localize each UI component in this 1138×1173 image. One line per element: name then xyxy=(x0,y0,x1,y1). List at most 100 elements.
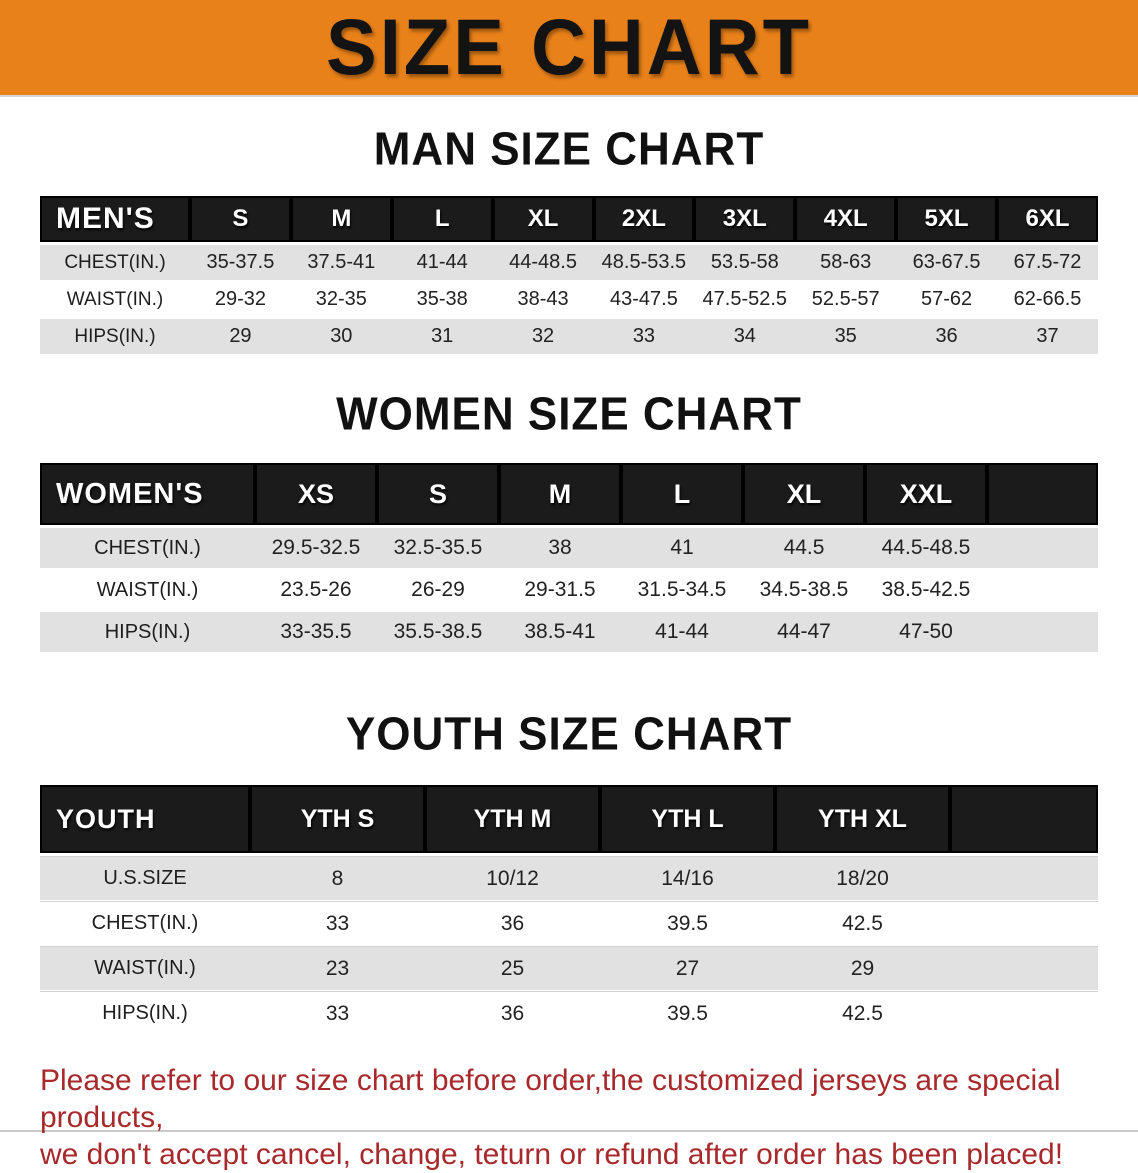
measurement-value: 29-32 xyxy=(190,282,291,319)
measurement-value: 41-44 xyxy=(391,245,493,282)
men-size-column-header: 2XL xyxy=(593,196,695,245)
women-size-column-header: XXL xyxy=(865,463,987,528)
measurement-value: 29.5-32.5 xyxy=(255,528,377,570)
filler-cell xyxy=(987,570,1098,612)
measurement-value: 38.5-42.5 xyxy=(865,570,987,612)
men-size-column-header: 6XL xyxy=(997,196,1098,245)
filler-cell xyxy=(950,856,1098,901)
youth-size-table: YOUTH YTH S YTH M YTH L YTH XL U.S.SIZE 8 10/12… xyxy=(40,785,1098,1036)
men-size-column-header: M xyxy=(290,196,392,245)
measurement-value: 23.5-26 xyxy=(255,570,377,612)
row-label: U.S.SIZE xyxy=(40,856,250,901)
measurement-value: 36 xyxy=(896,319,997,356)
filler-cell xyxy=(950,901,1098,946)
measurement-value: 39.5 xyxy=(600,991,775,1036)
row-label: HIPS(IN.) xyxy=(40,991,250,1036)
row-label: WAIST(IN.) xyxy=(40,282,190,319)
measurement-value: 29 xyxy=(190,319,291,356)
measurement-value: 35.5-38.5 xyxy=(377,612,499,654)
section-women: WOMEN SIZE CHART WOMEN'S XS S M L XL XXL CHEST(… xyxy=(0,390,1138,654)
youth-size-column-header: YTH S xyxy=(250,785,425,856)
youth-size-column-header: YTH XL xyxy=(775,785,950,856)
measurement-value: 39.5 xyxy=(600,901,775,946)
women-size-column-header: M xyxy=(499,463,621,528)
measurement-value: 52.5-57 xyxy=(795,282,897,319)
measurement-value: 34 xyxy=(694,319,796,356)
measurement-value: 33 xyxy=(250,901,425,946)
youth-measurement-row: HIPS(IN.) 33 36 39.5 42.5 xyxy=(40,991,1098,1036)
filler-cell xyxy=(950,991,1098,1036)
women-measurement-row: WAIST(IN.) 23.5-26 26-29 29-31.5 31.5-34.5 34… xyxy=(40,570,1098,612)
measurement-value: 31 xyxy=(391,319,493,356)
men-corner-label: MEN'S xyxy=(40,196,190,245)
banner: SIZE CHART xyxy=(0,0,1138,97)
row-label: WAIST(IN.) xyxy=(40,946,250,991)
filler-cell xyxy=(950,946,1098,991)
women-measurement-row: CHEST(IN.) 29.5-32.5 32.5-35.5 38 41 44.5 44.5… xyxy=(40,528,1098,570)
measurement-value: 10/12 xyxy=(425,856,600,901)
men-size-column-header: L xyxy=(391,196,493,245)
measurement-value: 57-62 xyxy=(896,282,997,319)
measurement-value: 33-35.5 xyxy=(255,612,377,654)
measurement-value: 33 xyxy=(250,991,425,1036)
measurement-value: 41 xyxy=(621,528,743,570)
measurement-value: 32.5-35.5 xyxy=(377,528,499,570)
men-size-column-header: XL xyxy=(492,196,594,245)
measurement-value: 38.5-41 xyxy=(499,612,621,654)
youth-corner-label: YOUTH xyxy=(40,785,250,856)
youth-header-row: YOUTH YTH S YTH M YTH L YTH XL xyxy=(40,785,1098,856)
disclaimer-line-1: Please refer to our size chart before or… xyxy=(40,1064,1061,1134)
measurement-value: 44-47 xyxy=(743,612,865,654)
measurement-value: 58-63 xyxy=(795,245,897,282)
youth-section-heading: YOUTH SIZE CHART xyxy=(345,708,793,761)
measurement-value: 37 xyxy=(997,319,1098,356)
measurement-value: 42.5 xyxy=(775,901,950,946)
men-measurement-row: WAIST(IN.) 29-32 32-35 35-38 38-43 43-47.5 47.… xyxy=(40,282,1098,319)
youth-measurement-row: U.S.SIZE 8 10/12 14/16 18/20 xyxy=(40,856,1098,901)
measurement-value: 29-31.5 xyxy=(499,570,621,612)
section-men: MAN SIZE CHART MEN'S S M L XL 2XL 3XL 4XL 5XL 6XL… xyxy=(0,123,1138,356)
women-size-column-header: XL xyxy=(743,463,865,528)
measurement-value: 43-47.5 xyxy=(593,282,695,319)
measurement-value: 27 xyxy=(600,946,775,991)
women-measurement-row: HIPS(IN.) 33-35.5 35.5-38.5 38.5-41 41-44 44-… xyxy=(40,612,1098,654)
row-label: HIPS(IN.) xyxy=(40,319,190,356)
measurement-value: 53.5-58 xyxy=(694,245,796,282)
measurement-value: 36 xyxy=(425,991,600,1036)
measurement-value: 35 xyxy=(795,319,897,356)
women-size-column-header: XS xyxy=(255,463,377,528)
measurement-value: 34.5-38.5 xyxy=(743,570,865,612)
men-measurement-row: HIPS(IN.) 29 30 31 32 33 34 35 36 37 xyxy=(40,319,1098,356)
measurement-value: 30 xyxy=(290,319,392,356)
measurement-value: 23 xyxy=(250,946,425,991)
filler-cell xyxy=(987,463,1098,528)
row-label: CHEST(IN.) xyxy=(40,245,190,282)
measurement-value: 38-43 xyxy=(492,282,594,319)
row-label: WAIST(IN.) xyxy=(40,570,255,612)
women-corner-label: WOMEN'S xyxy=(40,463,255,528)
row-label: CHEST(IN.) xyxy=(40,528,255,570)
youth-size-column-header: YTH L xyxy=(600,785,775,856)
measurement-value: 62-66.5 xyxy=(997,282,1098,319)
youth-measurement-row: WAIST(IN.) 23 25 27 29 xyxy=(40,946,1098,991)
measurement-value: 18/20 xyxy=(775,856,950,901)
measurement-value: 44-48.5 xyxy=(492,245,594,282)
measurement-value: 37.5-41 xyxy=(290,245,392,282)
row-label: CHEST(IN.) xyxy=(40,901,250,946)
men-size-table: MEN'S S M L XL 2XL 3XL 4XL 5XL 6XL CHEST(IN.) 35-37… xyxy=(40,196,1098,356)
measurement-value: 14/16 xyxy=(600,856,775,901)
measurement-value: 8 xyxy=(250,856,425,901)
youth-measurement-row: CHEST(IN.) 33 36 39.5 42.5 xyxy=(40,901,1098,946)
women-size-column-header: L xyxy=(621,463,743,528)
measurement-value: 63-67.5 xyxy=(896,245,997,282)
section-youth: YOUTH SIZE CHART YOUTH YTH S YTH M YTH L YTH… xyxy=(0,708,1138,1036)
banner-title: SIZE CHART xyxy=(326,3,812,92)
men-section-heading: MAN SIZE CHART xyxy=(373,123,765,176)
men-header-row: MEN'S S M L XL 2XL 3XL 4XL 5XL 6XL xyxy=(40,196,1098,245)
measurement-value: 44.5-48.5 xyxy=(865,528,987,570)
men-measurement-row: CHEST(IN.) 35-37.5 37.5-41 41-44 44-48.5 48.5… xyxy=(40,245,1098,282)
disclaimer-line-2: we don't accept cancel, change, teturn o… xyxy=(40,1138,1064,1171)
measurement-value: 35-37.5 xyxy=(190,245,291,282)
disclaimer: Please refer to our size chart before or… xyxy=(40,1062,1118,1173)
row-label: HIPS(IN.) xyxy=(40,612,255,654)
